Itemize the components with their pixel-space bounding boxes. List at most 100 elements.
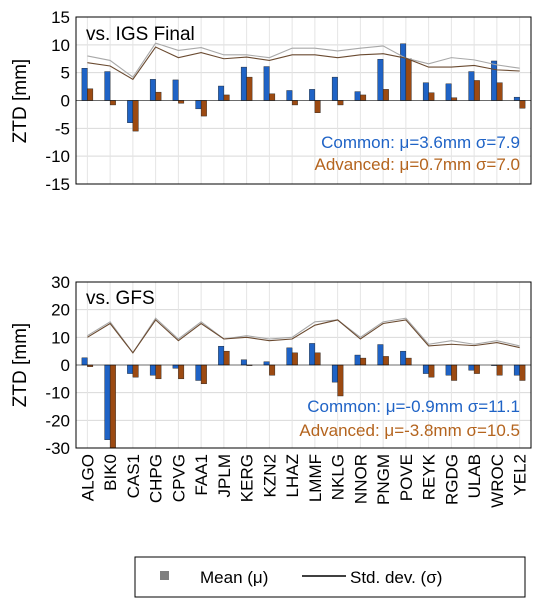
x-tick-label-reyk: REYK xyxy=(420,453,439,500)
bar-common-kzn2 xyxy=(263,66,270,101)
bar-common-chpg xyxy=(149,79,156,101)
legend-mean-swatch xyxy=(160,571,169,580)
y-tick-label: -5 xyxy=(55,119,70,138)
y-tick-label: -30 xyxy=(45,439,70,458)
bar-advanced-faa1 xyxy=(200,364,207,385)
bar-advanced-reyk xyxy=(428,364,435,378)
bar-common-algo xyxy=(81,357,88,366)
bar-advanced-faa1 xyxy=(200,100,207,117)
bar-common-lmmf xyxy=(309,89,316,101)
axes-frame-bottom xyxy=(75,281,532,449)
x-tick-label-pngm: PNGM xyxy=(374,454,393,505)
bar-common-yel2 xyxy=(513,96,520,101)
x-tick-label-yel2: YEL2 xyxy=(511,454,530,496)
bar-common-kzn2 xyxy=(263,361,270,366)
bar-common-kerg xyxy=(240,66,247,101)
bar-common-nklg xyxy=(331,364,338,383)
bar-advanced-kzn2 xyxy=(269,93,276,101)
x-tick-label-kzn2: KZN2 xyxy=(260,454,279,497)
bar-advanced-pngm xyxy=(382,89,389,101)
bar-advanced-kerg xyxy=(246,76,253,101)
bar-common-lhaz xyxy=(286,90,293,101)
y-tick-label: -15 xyxy=(45,175,70,194)
y-tick-label: 20 xyxy=(51,301,70,320)
bar-advanced-yel2 xyxy=(519,100,526,109)
legend: Mean (μ) Std. dev. (σ) xyxy=(134,556,526,598)
y-tick-label: 0 xyxy=(61,356,70,375)
x-ticks-bottom: ALGO BIK0 CAS1 CHPG CPVG FAA1 JPLM KERG KZN2 LHAZ… xyxy=(78,453,529,507)
bar-common-ulab xyxy=(468,71,475,101)
bar-common-cpvg xyxy=(172,79,179,101)
bar-common-lmmf xyxy=(309,343,316,366)
panel-label-top: vs. IGS Final xyxy=(86,24,195,45)
lines-bottom xyxy=(76,317,531,366)
bars-bottom xyxy=(81,343,526,449)
bars-top xyxy=(81,43,526,132)
bar-common-nnor xyxy=(354,354,361,366)
bar-advanced-pngm xyxy=(382,356,389,366)
x-tick-label-nklg: NKLG xyxy=(329,454,348,500)
std-line-advanced xyxy=(87,46,520,81)
bar-common-algo xyxy=(81,68,88,101)
bar-advanced-nklg xyxy=(337,364,344,397)
bar-advanced-wroc xyxy=(496,364,503,376)
bar-common-jplm xyxy=(218,345,225,366)
bar-common-nnor xyxy=(354,91,361,101)
bar-common-cpvg xyxy=(172,364,179,369)
bar-common-reyk xyxy=(422,82,429,101)
x-tick-label-jplm: JPLM xyxy=(215,454,234,497)
bar-advanced-kzn2 xyxy=(269,364,276,376)
x-tick-label-faa1: FAA1 xyxy=(192,454,211,496)
bar-common-rgdg xyxy=(445,83,452,101)
y-tick-label: 30 xyxy=(51,273,70,292)
bar-common-pove xyxy=(400,350,407,366)
std-line-advanced xyxy=(87,319,520,354)
x-tick-label-lhaz: LHAZ xyxy=(283,454,302,497)
bar-common-jplm xyxy=(218,85,225,101)
x-tick-label-lmmf: LMMF xyxy=(306,454,325,502)
bar-common-chpg xyxy=(149,364,156,376)
panel-vs-gfs: -30 -20 -10 0 10 20 30 ALGO BIK0 CAS1 CHPG CPVG FAA… xyxy=(10,273,532,508)
y-tick-label: 15 xyxy=(51,8,70,27)
stats-advanced-bottom: Advanced: μ=-3.8mm σ=10.5 xyxy=(299,421,520,440)
std-line-common xyxy=(87,317,520,354)
stats-advanced-top: Advanced: μ=0.7mm σ=7.0 xyxy=(314,155,520,174)
bar-common-reyk xyxy=(422,364,429,374)
bar-advanced-cas1 xyxy=(132,100,139,132)
x-tick-label-cas1: CAS1 xyxy=(124,454,143,498)
bar-common-faa1 xyxy=(195,100,202,110)
x-tick-label-pove: POVE xyxy=(397,454,416,501)
y-axis-label-top: ZTD [mm] xyxy=(10,59,31,143)
bar-advanced-lhaz xyxy=(291,352,298,366)
bar-common-yel2 xyxy=(513,364,520,376)
bar-common-kerg xyxy=(240,359,247,366)
bar-advanced-lmmf xyxy=(314,100,321,113)
bar-advanced-rgdg xyxy=(451,97,458,101)
bar-advanced-cas1 xyxy=(132,364,139,378)
stats-common-bottom: Common: μ=-0.9mm σ=11.1 xyxy=(307,397,520,416)
y-ticks-top: -15 -10 -5 0 5 10 15 xyxy=(45,8,70,194)
y-tick-label: -10 xyxy=(45,384,70,403)
bar-common-wroc xyxy=(491,60,498,101)
bar-advanced-nklg xyxy=(337,100,344,106)
bar-common-pove xyxy=(400,43,407,101)
x-tick-label-cpvg: CPVG xyxy=(169,454,188,502)
y-axis-label-bottom: ZTD [mm] xyxy=(10,323,31,407)
y-tick-label: 10 xyxy=(51,328,70,347)
bar-advanced-ulab xyxy=(473,80,480,101)
y-tick-label: -20 xyxy=(45,411,70,430)
x-tick-label-algo: ALGO xyxy=(78,454,97,501)
y-tick-label: 10 xyxy=(51,36,70,55)
bar-advanced-yel2 xyxy=(519,364,526,381)
x-tick-label-ulab: ULAB xyxy=(465,454,484,498)
stats-common-top: Common: μ=3.6mm σ=7.9 xyxy=(321,133,520,152)
x-tick-label-kerg: KERG xyxy=(238,454,257,502)
bar-common-cas1 xyxy=(127,100,134,123)
x-tick-label-rgdg: RGDG xyxy=(442,454,461,505)
bar-advanced-nnor xyxy=(360,357,367,366)
bar-advanced-nnor xyxy=(360,94,367,101)
bar-advanced-bik0 xyxy=(109,100,116,106)
panel-label-bottom: vs. GFS xyxy=(86,288,155,309)
bar-advanced-bik0 xyxy=(109,364,116,449)
